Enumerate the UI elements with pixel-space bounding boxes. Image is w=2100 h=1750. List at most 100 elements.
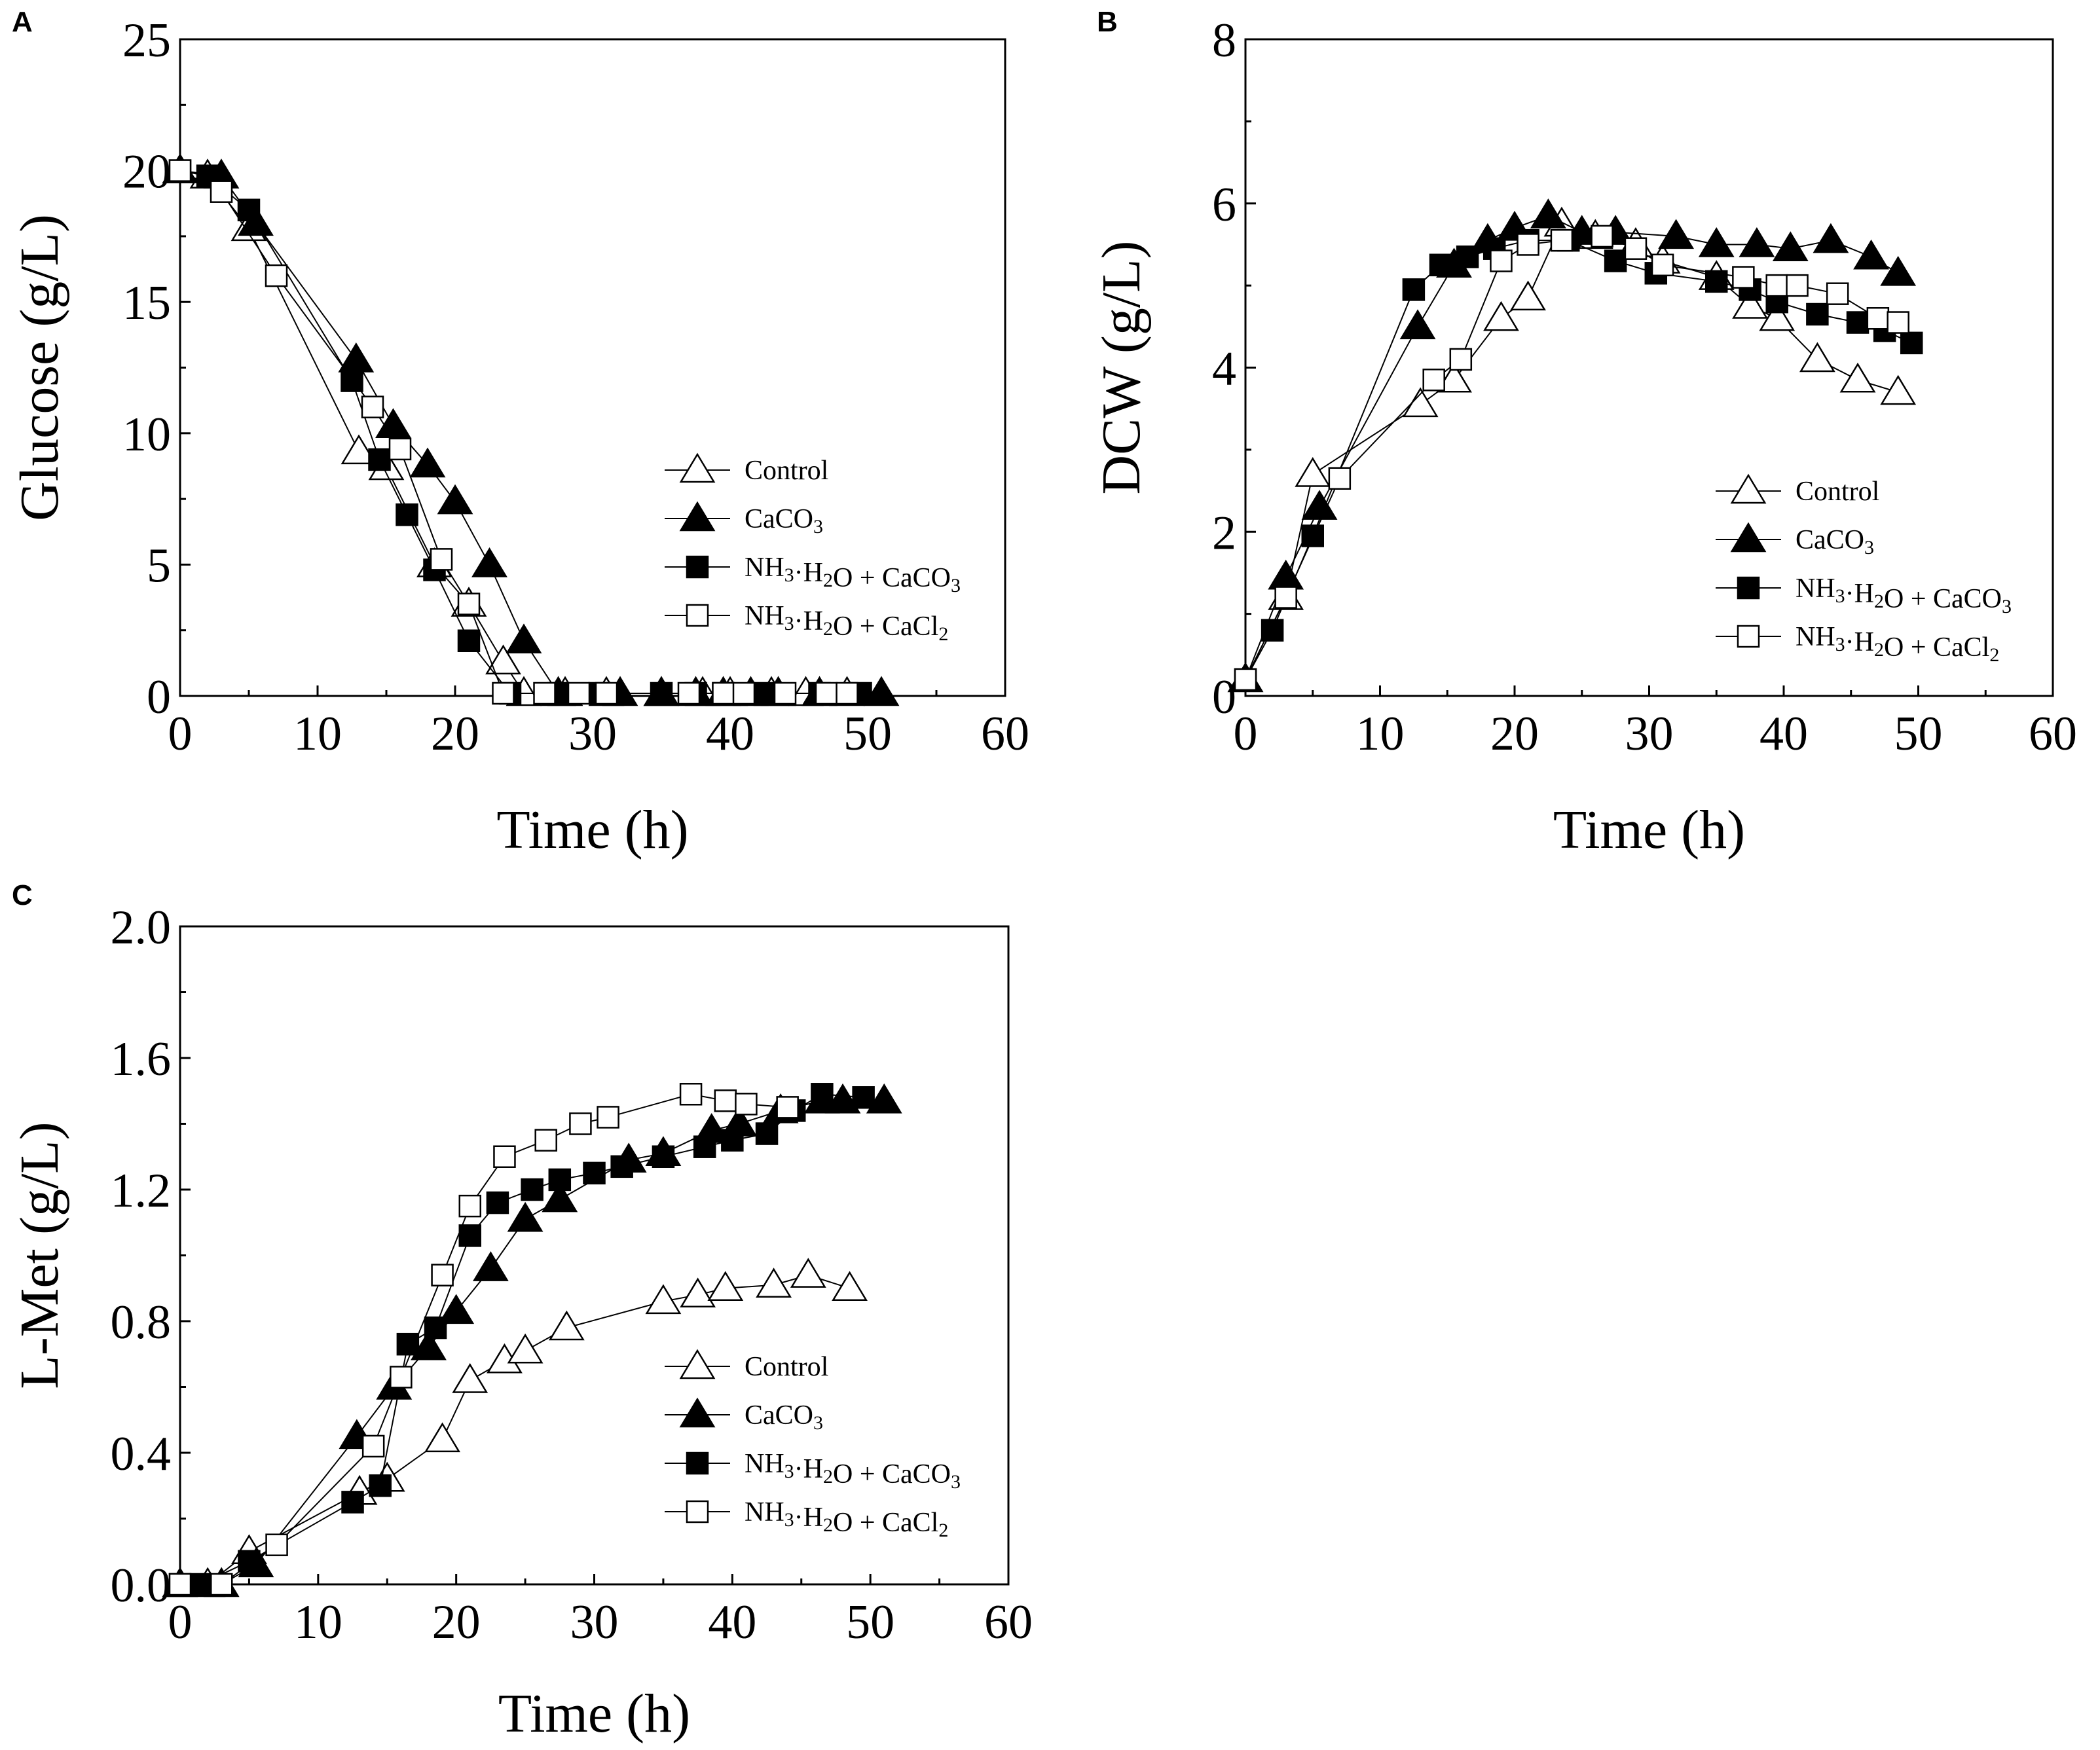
data-point-b-2-14 <box>1806 302 1829 326</box>
data-point-b-2-4 <box>1429 253 1452 277</box>
y-axis-title-a: Glucose (g/L) <box>9 214 70 521</box>
panel-letter-c: C <box>12 879 33 911</box>
y-tick-label-b-0: 0 <box>1212 670 1236 724</box>
data-point-c-2-7 <box>458 1224 481 1247</box>
data-point-b-0-6 <box>1510 280 1546 311</box>
data-point-c-1-16 <box>824 1083 861 1114</box>
data-point-a-1-4 <box>375 408 411 439</box>
data-point-b-0-15 <box>1839 362 1876 393</box>
data-point-c-2-14 <box>693 1135 716 1158</box>
data-point-b-0-16 <box>1880 374 1917 405</box>
x-axis-title-b: Time (h) <box>1553 799 1745 860</box>
legend-marker-c-0 <box>679 1349 716 1379</box>
data-point-b-3-3 <box>1422 369 1445 392</box>
legend-marker-b-1 <box>1730 522 1767 553</box>
legend-label-a-2: NH3·H2O + CaCO3 <box>745 553 961 596</box>
x-tick-label-c-2: 20 <box>432 1595 481 1649</box>
data-point-b-2-15 <box>1846 311 1870 334</box>
series-line-b-3 <box>1245 235 1898 680</box>
data-point-b-1-14 <box>1813 223 1849 253</box>
data-point-c-3-6 <box>458 1194 481 1218</box>
data-point-b-3-8 <box>1591 225 1613 248</box>
legend-label-a-1: CaCO3 <box>745 504 823 538</box>
data-point-c-0-12 <box>707 1271 744 1301</box>
legend-marker-c-2 <box>686 1451 709 1475</box>
data-point-c-3-5 <box>431 1264 454 1286</box>
panel-letter-a: A <box>12 6 33 38</box>
panel-c: C 0 10 20 30 40 50 60 0.0 0.4 0.8 1.2 1.6 2.0 Time (h)… <box>9 879 1033 1744</box>
data-point-c-2-2 <box>238 1550 261 1573</box>
data-point-c-3-10 <box>597 1106 619 1129</box>
x-tick-label-c-1: 10 <box>294 1595 342 1649</box>
x-tick-label-c-5: 50 <box>846 1595 894 1649</box>
x-tick-label-c-0: 0 <box>168 1595 193 1649</box>
data-point-c-1-7 <box>472 1251 509 1281</box>
data-point-b-2-17 <box>1900 331 1923 355</box>
data-point-a-3-0 <box>168 159 192 182</box>
x-tick-label-b-6: 60 <box>2029 707 2077 761</box>
data-point-b-1-16 <box>1880 255 1917 286</box>
series-b-2 <box>1234 228 1923 691</box>
data-point-a-1-6 <box>437 484 473 515</box>
panel-letter-b: B <box>1097 6 1118 38</box>
data-point-c-3-7 <box>493 1145 516 1168</box>
data-point-c-3-12 <box>714 1089 737 1112</box>
x-tick-label-b-2: 20 <box>1490 707 1539 761</box>
x-tick-label-a-1: 10 <box>293 707 342 761</box>
legend-marker-a-3 <box>686 604 709 627</box>
data-point-c-2-19 <box>852 1086 875 1109</box>
y-axis-title-c: L-Met (g/L) <box>9 1121 70 1389</box>
data-point-b-1-12 <box>1739 227 1775 257</box>
x-tick-label-a-5: 50 <box>843 707 892 761</box>
legend-label-c-2: NH3·H2O + CaCO3 <box>745 1449 961 1493</box>
data-point-c-3-13 <box>735 1093 758 1116</box>
legend-label-c-3: NH3·H2O + CaCl2 <box>745 1497 948 1541</box>
y-tick-label-a-3: 15 <box>122 276 171 330</box>
data-point-c-3-0 <box>168 1573 192 1596</box>
plot-frame-a <box>179 38 1006 697</box>
legend-marker-b-3 <box>1737 625 1760 648</box>
y-tick-label-c-4: 1.6 <box>111 1032 172 1086</box>
data-point-a-3-4 <box>388 437 412 461</box>
data-point-b-1-11 <box>1698 227 1735 257</box>
y-tick-label-a-0: 0 <box>147 670 171 724</box>
y-tick-label-a-4: 20 <box>122 145 171 199</box>
data-point-c-1-9 <box>542 1182 578 1212</box>
x-tick-label-a-6: 60 <box>981 707 1029 761</box>
legend-marker-a-1 <box>679 501 716 532</box>
data-point-a-2-5 <box>396 503 418 526</box>
series-b-3 <box>1234 225 1909 691</box>
data-point-c-2-15 <box>721 1129 744 1152</box>
data-point-b-3-15 <box>1866 307 1890 330</box>
data-point-a-1-17 <box>863 676 900 706</box>
data-point-c-0-10 <box>645 1284 682 1315</box>
data-point-c-3-14 <box>776 1096 799 1119</box>
data-point-c-0-11 <box>680 1277 716 1308</box>
series-a-3 <box>168 159 858 705</box>
data-point-a-3-8 <box>533 682 556 705</box>
data-point-c-2-8 <box>486 1191 509 1214</box>
data-point-b-0-14 <box>1799 342 1835 373</box>
y-axis-title-b: DCW (g/L) <box>1091 240 1152 494</box>
data-point-b-2-9 <box>1604 249 1627 272</box>
data-point-b-2-5 <box>1456 245 1479 268</box>
data-point-b-0-3 <box>1402 387 1439 418</box>
data-point-c-2-12 <box>610 1155 633 1178</box>
x-axis-title-c: Time (h) <box>498 1683 690 1744</box>
data-point-b-0-12 <box>1732 289 1769 319</box>
data-point-a-2-4 <box>368 448 391 471</box>
data-point-c-1-8 <box>507 1201 543 1232</box>
legend-label-b-3: NH3·H2O + CaCl2 <box>1796 622 1999 666</box>
data-point-b-3-12 <box>1765 274 1788 297</box>
data-point-c-2-5 <box>396 1332 420 1356</box>
data-point-b-3-1 <box>1274 586 1297 609</box>
x-tick-label-c-3: 30 <box>570 1595 619 1649</box>
data-point-c-3-4 <box>390 1366 413 1389</box>
y-tick-label-c-3: 1.2 <box>111 1164 172 1218</box>
data-point-b-3-5 <box>1490 249 1513 272</box>
y-tick-label-b-3: 6 <box>1212 178 1236 232</box>
x-tick-label-b-1: 10 <box>1356 707 1405 761</box>
data-point-c-2-9 <box>521 1178 543 1201</box>
